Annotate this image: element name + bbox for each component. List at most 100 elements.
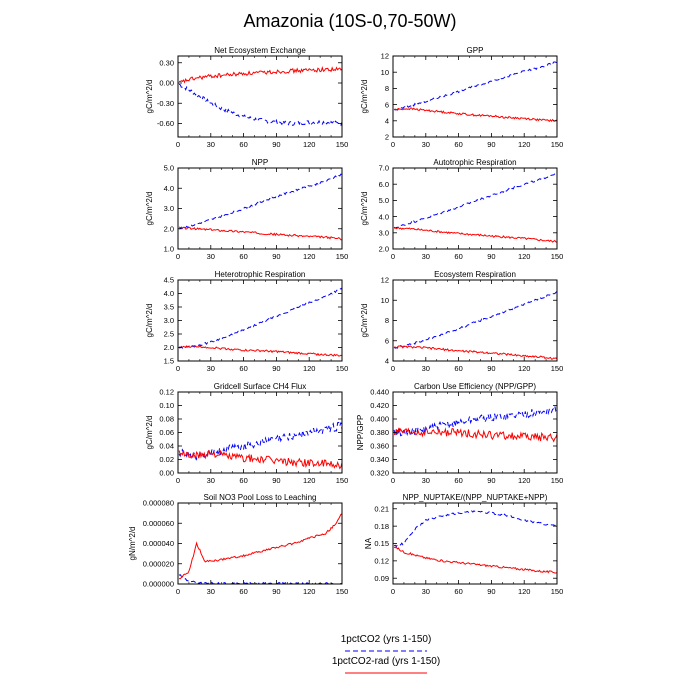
y-tick-label: 0.440 — [370, 388, 389, 397]
series-line-1pctco2-rad — [178, 449, 342, 470]
panel-9: Soil NO3 Pool Loss to Leaching gN/m^2/d 0 3… — [128, 493, 348, 596]
y-tick-label: 4.0 — [379, 212, 389, 221]
y-tick-label: 0.000060 — [143, 519, 174, 528]
x-tick-label: 150 — [551, 476, 564, 485]
x-tick-label: 0 — [176, 364, 180, 373]
x-tick-label: 60 — [454, 140, 462, 149]
plot-frame — [392, 167, 558, 250]
y-axis-label: gC/m^2/d — [360, 80, 369, 114]
y-tick-label: 3.0 — [379, 229, 389, 238]
x-tick-label: 90 — [272, 587, 280, 596]
x-tick-label: 120 — [303, 140, 316, 149]
x-tick-label: 120 — [518, 587, 531, 596]
x-tick-label: 60 — [239, 364, 247, 373]
series-line-1pctco2-rad — [178, 513, 342, 580]
series-line-1pctco2-rad — [393, 226, 557, 243]
y-tick-label: 0.340 — [370, 455, 389, 464]
x-tick-label: 150 — [336, 364, 349, 373]
legend-item-2: 1pctCO2-rad (yrs 1-150) — [332, 656, 440, 674]
x-tick-label: 30 — [422, 587, 430, 596]
series-line-1pctco2-rad — [394, 345, 557, 360]
x-tick-label: 0 — [391, 140, 395, 149]
y-tick-label: 2 — [385, 133, 389, 142]
legend-item-1: 1pctCO2 (yrs 1-150) — [341, 634, 431, 652]
y-tick-label: -0.60 — [157, 119, 174, 128]
x-tick-label: 0 — [391, 252, 395, 261]
y-axis-label: gC/m^2/d — [360, 192, 369, 226]
x-tick-label: 30 — [422, 364, 430, 373]
panel-title: Carbon Use Efficiency (NPP/GPP) — [414, 382, 536, 391]
x-tick-label: 30 — [207, 587, 215, 596]
x-tick-label: 60 — [239, 252, 247, 261]
y-tick-label: 0.15 — [374, 539, 389, 548]
y-tick-label: 6 — [385, 100, 389, 109]
panel-title: GPP — [467, 46, 484, 55]
y-tick-label: 0.30 — [159, 58, 174, 67]
x-tick-label: 60 — [454, 587, 462, 596]
x-tick-label: 0 — [176, 587, 180, 596]
y-tick-label: 2.0 — [164, 343, 174, 352]
y-tick-label: 2.0 — [379, 245, 389, 254]
panel-title: Gridcell Surface CH4 Flux — [214, 382, 306, 391]
series-line-1pctco2 — [178, 173, 342, 230]
y-tick-label: 3.0 — [164, 204, 174, 213]
panel-2: GPP gC/m^2/d 0 30 60 90 120 150 2 4 6 8 10 12 — [360, 46, 563, 149]
y-tick-label: 7.0 — [379, 164, 389, 173]
plot-frame — [392, 55, 558, 138]
x-tick-label: 120 — [518, 476, 531, 485]
x-tick-label: 120 — [518, 364, 531, 373]
y-tick-label: 10 — [381, 68, 389, 77]
x-tick-label: 90 — [272, 140, 280, 149]
y-tick-label: 5.0 — [164, 164, 174, 173]
legend-label: 1pctCO2-rad (yrs 1-150) — [332, 656, 440, 667]
y-tick-label: 12 — [381, 276, 389, 285]
y-tick-label: 3.5 — [164, 303, 174, 312]
panel-1: Net Ecosystem Exchange gC/m^2/d 0 30 60 90 120… — [145, 46, 348, 149]
x-tick-label: 150 — [551, 140, 564, 149]
y-tick-label: 0.21 — [374, 504, 389, 513]
y-tick-label: 3.0 — [164, 316, 174, 325]
x-tick-label: 30 — [422, 252, 430, 261]
x-tick-label: 90 — [487, 252, 495, 261]
y-tick-label: -0.30 — [157, 99, 174, 108]
x-tick-label: 30 — [422, 140, 430, 149]
y-tick-label: 4.0 — [164, 289, 174, 298]
series-line-1pctco2-rad — [393, 546, 557, 574]
x-tick-label: 90 — [272, 476, 280, 485]
y-tick-label: 6.0 — [379, 180, 389, 189]
y-tick-label: 4 — [385, 357, 389, 366]
y-tick-label: 1.0 — [164, 245, 174, 254]
series-line-1pctco2-rad — [178, 226, 342, 241]
y-tick-label: 0.00 — [159, 469, 174, 478]
y-tick-label: 0.320 — [370, 469, 389, 478]
panel-title: Soil NO3 Pool Loss to Leaching — [204, 493, 317, 502]
legend: 1pctCO2 (yrs 1-150) 1pctCO2-rad (yrs 1-15… — [332, 634, 440, 674]
y-axis-label: NA — [364, 537, 373, 549]
series-line-1pctco2-rad — [394, 427, 557, 443]
plot-frame — [177, 279, 343, 362]
plot-frame — [392, 502, 558, 585]
x-tick-label: 0 — [391, 476, 395, 485]
x-tick-label: 0 — [176, 140, 180, 149]
y-tick-label: 2.5 — [164, 330, 174, 339]
y-tick-label: 0.000040 — [143, 539, 174, 548]
x-tick-label: 120 — [303, 587, 316, 596]
y-tick-label: 6 — [385, 336, 389, 345]
y-axis-label: gC/m^2/d — [145, 192, 154, 226]
x-tick-label: 120 — [303, 476, 316, 485]
y-axis-label: gC/m^2/d — [360, 304, 369, 338]
plot-frame — [392, 279, 558, 362]
panel-8: Carbon Use Efficiency (NPP/GPP) NPP/GPP 0 3… — [356, 382, 563, 485]
x-tick-label: 30 — [207, 476, 215, 485]
panel-title: Heterotrophic Respiration — [215, 270, 306, 279]
x-tick-label: 0 — [176, 252, 180, 261]
y-tick-label: 12 — [381, 52, 389, 61]
x-tick-label: 60 — [239, 476, 247, 485]
y-tick-label: 0.360 — [370, 442, 389, 451]
x-tick-label: 0 — [391, 587, 395, 596]
y-tick-label: 8 — [385, 316, 389, 325]
x-tick-label: 60 — [239, 587, 247, 596]
x-tick-label: 90 — [487, 140, 495, 149]
panel-title: Autotrophic Respiration — [433, 158, 516, 167]
y-tick-label: 0.08 — [159, 415, 174, 424]
